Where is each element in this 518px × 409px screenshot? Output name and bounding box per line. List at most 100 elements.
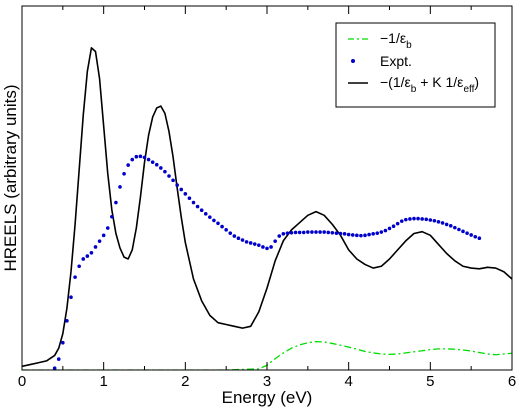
expt-point <box>146 157 151 162</box>
legend-label-total-mid: + K 1/ε <box>416 74 463 90</box>
expt-point <box>81 257 86 261</box>
series-eps-b-line <box>22 340 512 370</box>
expt-point <box>89 250 94 255</box>
series-total-line <box>22 47 512 368</box>
legend-label-total-sub-b: b <box>411 84 417 95</box>
expt-point <box>338 231 343 236</box>
expt-point <box>224 228 228 232</box>
expt-point <box>240 238 245 242</box>
expt-point <box>154 162 159 167</box>
expt-point <box>477 236 482 241</box>
expt-point <box>346 232 351 237</box>
expt-point <box>461 229 465 234</box>
expt-point <box>440 221 445 225</box>
expt-point <box>395 221 400 226</box>
expt-point <box>244 240 249 244</box>
expt-point <box>387 226 392 231</box>
legend-label-total-end: ) <box>474 74 479 90</box>
expt-point <box>126 163 130 167</box>
legend-swatch-dot <box>351 59 355 63</box>
expt-point <box>167 174 171 178</box>
expt-point <box>208 215 212 219</box>
legend-label-expt: Expt. <box>380 53 412 69</box>
expt-point <box>56 357 61 361</box>
expt-point <box>179 187 184 192</box>
expt-point <box>342 232 347 236</box>
legend-label-total-start: −(1/ε <box>380 74 411 90</box>
legend-label-eps-total: −(1/εb + K 1/εeff) <box>380 74 479 95</box>
expt-point <box>273 239 277 243</box>
expt-point <box>232 234 237 238</box>
expt-point <box>420 217 424 221</box>
expt-point <box>138 154 143 159</box>
expt-point <box>473 234 478 239</box>
expt-point <box>469 233 473 237</box>
expt-point <box>265 246 269 251</box>
expt-point <box>257 243 261 247</box>
expt-point <box>142 155 147 160</box>
expt-point <box>110 214 114 219</box>
legend-label-eps-b-sub: b <box>406 40 412 51</box>
x-tick-label: 1 <box>99 373 107 390</box>
expt-point <box>383 228 388 233</box>
expt-point <box>77 264 81 269</box>
expt-point <box>412 216 416 221</box>
expt-point <box>52 366 57 370</box>
expt-point <box>371 232 375 236</box>
expt-point <box>187 196 192 200</box>
expt-point <box>465 231 469 235</box>
expt-point <box>322 230 326 234</box>
legend: −1/εb Expt. −(1/εb + K 1/εeff) <box>335 22 496 108</box>
expt-point <box>73 275 77 279</box>
expt-point <box>416 216 420 221</box>
series-expt-points <box>52 154 482 370</box>
expt-point <box>236 236 241 241</box>
expt-point <box>216 221 220 226</box>
expt-point <box>453 225 457 230</box>
series-layer <box>22 47 512 370</box>
expt-point <box>101 233 106 238</box>
ticks-layer: 0 1 2 3 4 5 6 <box>18 6 516 390</box>
expt-point <box>277 234 282 238</box>
expt-point <box>114 200 118 205</box>
expt-point <box>195 204 200 209</box>
expt-point <box>314 230 318 234</box>
expt-point <box>408 217 412 221</box>
expt-point <box>199 208 204 212</box>
legend-label-total-sub-eff: eff <box>463 84 474 95</box>
expt-point <box>97 239 102 243</box>
x-tick-label: 5 <box>426 373 434 390</box>
expt-point <box>175 183 179 187</box>
x-tick-label: 6 <box>508 373 516 390</box>
expt-point <box>330 230 335 235</box>
expt-point <box>183 192 188 196</box>
expt-point <box>404 217 408 222</box>
expt-point <box>436 220 441 224</box>
legend-label-eps-b: −1/εb <box>380 30 412 51</box>
expt-point <box>289 230 294 235</box>
expt-point <box>163 169 167 174</box>
expt-point <box>261 245 265 249</box>
expt-point <box>118 185 122 189</box>
expt-point <box>220 224 224 229</box>
expt-point <box>159 166 163 170</box>
expt-point <box>285 231 290 235</box>
x-tick-label: 2 <box>181 373 189 390</box>
expt-point <box>334 231 339 235</box>
expt-point <box>248 241 253 245</box>
expt-point <box>457 227 461 232</box>
expt-point <box>85 254 90 258</box>
expt-point <box>293 230 298 235</box>
expt-point <box>367 232 371 237</box>
expt-point <box>65 319 69 323</box>
expt-point <box>212 218 216 223</box>
expt-point <box>150 160 155 164</box>
expt-point <box>363 233 367 238</box>
expt-point <box>326 230 331 235</box>
expt-point <box>301 230 306 235</box>
expt-point <box>428 218 433 222</box>
expt-point <box>203 212 208 216</box>
expt-point <box>424 217 429 222</box>
expt-point <box>379 230 384 234</box>
